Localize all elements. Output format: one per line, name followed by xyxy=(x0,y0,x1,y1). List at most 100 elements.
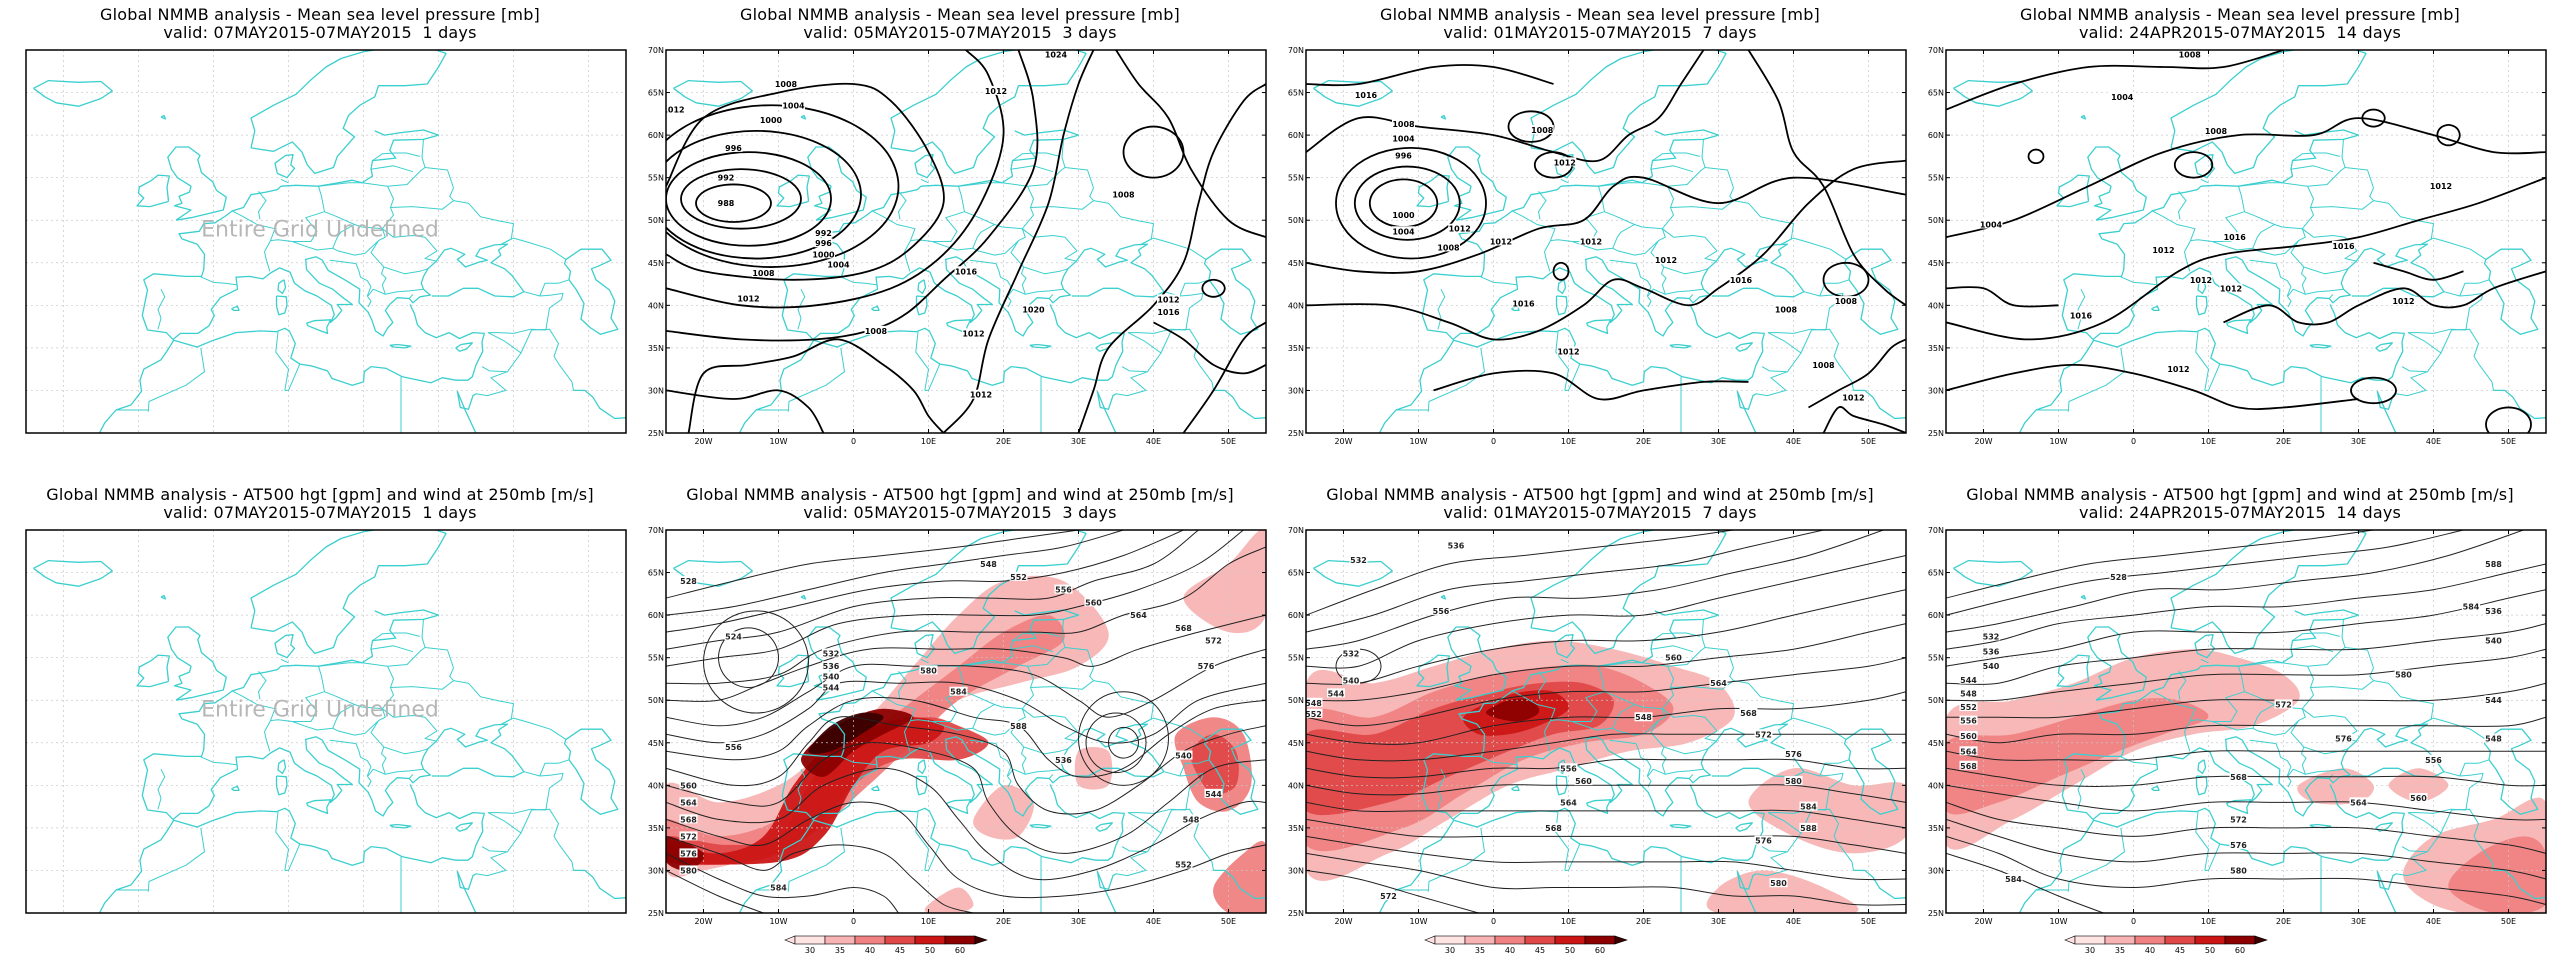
lon-tick-label: 0 xyxy=(1491,437,1496,446)
lat-tick-label: 70N xyxy=(1288,526,1304,535)
lon-tick-label: 50E xyxy=(1221,437,1236,446)
colorbar-label: 35 xyxy=(1475,946,1485,955)
country-border xyxy=(1755,332,1802,397)
contour-label-bg xyxy=(1959,730,1978,740)
contour-label-bg xyxy=(774,79,798,89)
coastline xyxy=(277,759,287,775)
height-contour-line xyxy=(666,680,1266,744)
contour-label-bg xyxy=(954,266,978,276)
contour-label: 536 xyxy=(1983,648,2000,657)
map-layer: 532 536 532 540 544 548 552 556 560 564 568 572 576 5… xyxy=(1306,530,1906,913)
country-border xyxy=(2190,666,2245,722)
wind-shade-region xyxy=(1213,841,1266,913)
contour-label: 1008 xyxy=(1531,126,1554,135)
contour-label-bg xyxy=(717,172,735,182)
contour-label-bg xyxy=(1754,835,1773,845)
contour-label-bg xyxy=(2429,181,2453,191)
coastline xyxy=(2194,154,2216,179)
contour-label: 576 xyxy=(1198,662,1215,671)
country-border xyxy=(2212,224,2303,251)
contour-label-bg xyxy=(864,325,888,335)
contour-label: 584 xyxy=(2005,875,2022,884)
coastline xyxy=(2018,304,2405,433)
height-contour-line xyxy=(1306,801,1906,829)
contour-label-bg xyxy=(1489,236,1513,246)
contour-label: 1012 xyxy=(1557,347,1579,356)
contour-label-bg xyxy=(1579,236,1603,246)
contour-label: 1012 xyxy=(1655,256,1677,265)
contour-label: 540 xyxy=(1983,662,2000,671)
coastline xyxy=(2376,871,2397,890)
contour-label: 568 xyxy=(1740,709,1757,718)
country-border xyxy=(1704,647,1734,681)
isobar-line xyxy=(687,338,945,433)
coastline xyxy=(1555,775,1568,796)
height-contour-line xyxy=(1306,852,1906,906)
country-border xyxy=(539,279,570,297)
coastline xyxy=(2375,342,2393,352)
country-border xyxy=(1512,210,1556,272)
contour-label: 580 xyxy=(2395,671,2412,680)
contour-label: 1008 xyxy=(1775,306,1798,315)
lat-tick-label: 50N xyxy=(648,216,664,225)
colorbar-segment xyxy=(2224,935,2256,945)
panel-subtitle: valid: 24APR2015-07MAY2015 14 days xyxy=(2078,23,2402,42)
contour-label: 580 xyxy=(920,666,937,675)
lat-tick-label: 25N xyxy=(1928,909,1944,918)
country-border xyxy=(920,658,929,664)
lon-tick-label: 10W xyxy=(2049,917,2067,926)
lat-tick-label: 65N xyxy=(1288,569,1304,578)
contour-label-bg xyxy=(2167,364,2190,374)
map-border xyxy=(1945,529,2547,914)
contour-label-bg xyxy=(2229,814,2248,824)
coastline xyxy=(871,785,880,792)
country-border xyxy=(872,210,916,272)
colorbar-segment xyxy=(2104,935,2136,945)
country-border xyxy=(258,670,267,700)
contour-label-bg xyxy=(2462,601,2480,611)
coastlines xyxy=(1313,50,1906,433)
coastline xyxy=(563,728,619,815)
isobar-closed xyxy=(2173,151,2214,179)
country-border xyxy=(280,658,289,664)
country-border xyxy=(1560,658,1569,664)
colorbar-left-arrow xyxy=(1424,935,1436,945)
country-border xyxy=(2419,717,2487,740)
country-border xyxy=(2310,200,2434,246)
country-border xyxy=(1652,632,1700,642)
contour-label-bg xyxy=(769,882,788,892)
country-border xyxy=(1437,768,1446,810)
contour-label-bg xyxy=(2229,771,2248,781)
coastlines xyxy=(1313,530,1906,913)
height-contour-line xyxy=(1946,784,2546,821)
country-border xyxy=(199,275,238,286)
panel-z500-7d: Global NMMB analysis - AT500 hgt [gpm] a… xyxy=(1280,480,1920,960)
contour-label: 1012 xyxy=(985,87,1007,96)
contour-label-bg xyxy=(1664,652,1683,662)
isobar-closed xyxy=(2436,124,2461,147)
contour-label: 580 xyxy=(2230,866,2247,875)
lat-tick-label: 45N xyxy=(648,259,664,268)
graticule xyxy=(1306,50,1906,433)
contour-label-bg xyxy=(1842,392,1865,402)
lat-tick-label: 30N xyxy=(1928,866,1944,875)
coastlines xyxy=(673,50,1266,433)
lon-tick-label: 40E xyxy=(1786,437,1801,446)
country-border xyxy=(2152,690,2196,752)
coastline xyxy=(167,146,227,221)
country-border xyxy=(2238,182,2314,256)
country-border xyxy=(284,363,301,391)
coastline xyxy=(2225,319,2252,335)
contour-label: 1008 xyxy=(1835,297,1858,306)
colorbar-segment xyxy=(884,935,916,945)
coastline xyxy=(456,391,477,410)
country-border xyxy=(898,190,907,220)
contour-label-bg xyxy=(2392,296,2415,306)
coastline xyxy=(800,594,807,600)
coastline xyxy=(776,174,810,208)
coastline xyxy=(1554,634,1576,659)
contour-label: 584 xyxy=(2463,603,2480,612)
contour-label-bg xyxy=(1739,707,1758,717)
contour-label-bg xyxy=(1959,760,1978,770)
coastline xyxy=(2080,594,2087,600)
